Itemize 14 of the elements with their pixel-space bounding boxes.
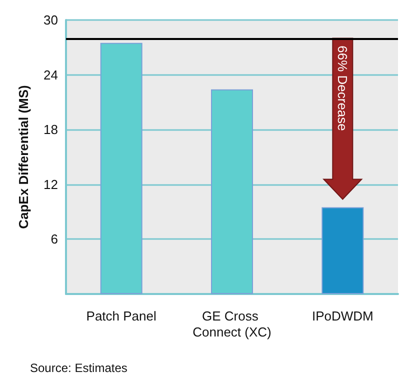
x-tick-label: IPoDWDM — [312, 308, 374, 324]
y-tick-label: 12 — [44, 176, 58, 192]
bar — [211, 89, 253, 294]
y-tick-label: 30 — [44, 12, 58, 28]
source-note: Source: Estimates — [30, 361, 128, 375]
y-tick-label: 18 — [44, 122, 58, 138]
y-tick-label: 24 — [44, 67, 58, 82]
annotation: 66% Decrease — [335, 46, 350, 131]
y-axis-title: CapEx Differential (MS) — [16, 85, 31, 229]
bar — [322, 207, 364, 294]
bar — [100, 42, 142, 294]
y-tick-label: 6 — [50, 232, 58, 247]
x-tick-label: Patch Panel — [86, 308, 156, 324]
x-tick-label: GE Cross Connect (XC) — [192, 308, 272, 340]
